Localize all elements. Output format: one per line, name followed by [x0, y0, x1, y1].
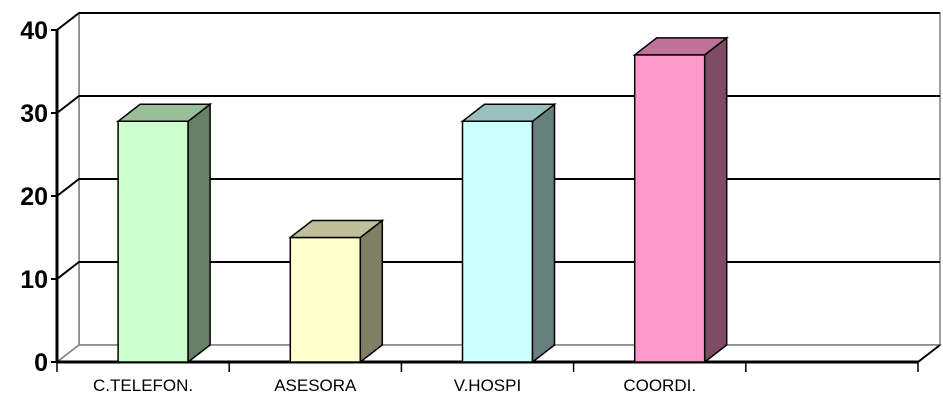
bar-side — [703, 36, 728, 364]
gridline — [56, 12, 940, 31]
y-tick-label: 0 — [34, 349, 48, 377]
bar-front — [117, 120, 189, 363]
bar-side — [531, 102, 556, 364]
bar — [288, 218, 385, 364]
x-category-label: C.TELEFON. — [93, 376, 193, 394]
y-tick-label: 20 — [20, 183, 48, 211]
bar-top — [115, 103, 213, 123]
bar — [460, 102, 557, 364]
x-axis-end — [917, 344, 941, 363]
y-tick-label: 10 — [20, 266, 48, 294]
x-axis-category-labels: C.TELEFON. ASESORA V.HOSPI COORDI. — [56, 362, 919, 394]
bar-front — [633, 54, 706, 363]
y-tick-label: 40 — [20, 17, 48, 45]
bar-top — [460, 103, 557, 123]
x-category-label: V.HOSPI — [454, 376, 521, 394]
y-axis-tick-labels: 0 10 20 30 40 — [20, 17, 48, 377]
bar-side — [187, 102, 211, 364]
bar-top — [288, 219, 385, 239]
bar — [632, 36, 729, 364]
bars — [115, 36, 729, 364]
bar — [115, 102, 213, 364]
bar-front — [289, 236, 362, 363]
x-category-label: COORDI. — [623, 376, 696, 394]
y-tick-label: 30 — [20, 100, 48, 128]
bar-top — [632, 37, 729, 56]
bar-side — [359, 218, 384, 364]
x-category-label: ASESORA — [274, 376, 357, 394]
bar-front — [461, 120, 534, 363]
